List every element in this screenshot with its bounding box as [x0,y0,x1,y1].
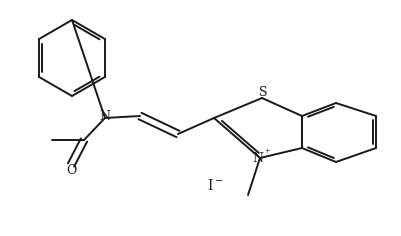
Text: I$^-$: I$^-$ [207,177,223,193]
Text: O: O [66,164,76,177]
Text: N: N [253,152,263,165]
Text: $^+$: $^+$ [263,148,271,158]
Text: N: N [99,110,111,123]
Text: S: S [259,85,267,98]
